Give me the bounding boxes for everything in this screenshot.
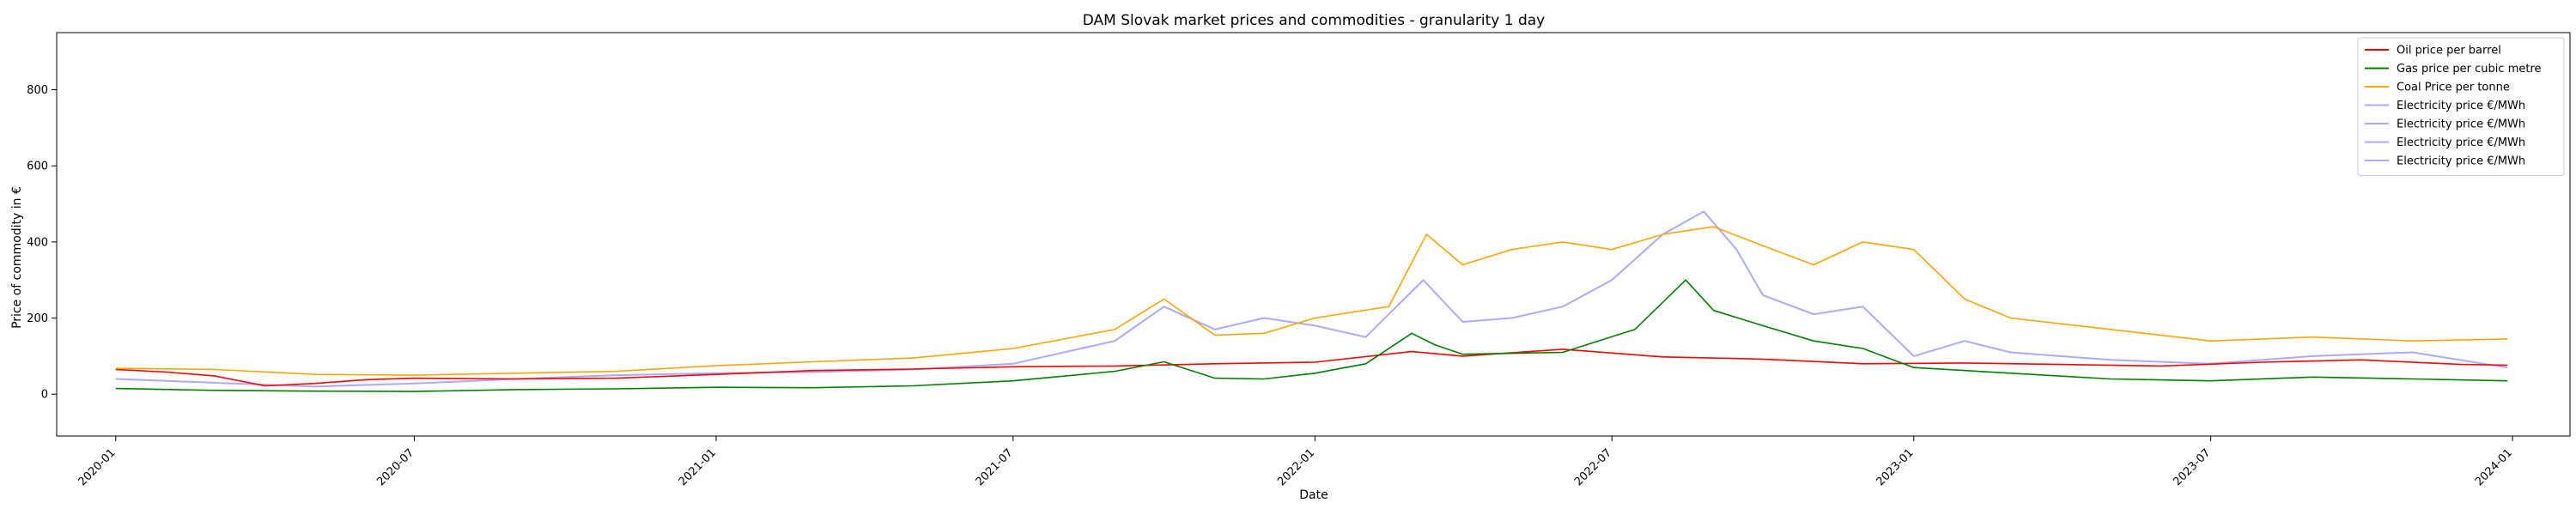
plot-frame xyxy=(56,32,2571,437)
series-line-2 xyxy=(115,226,2508,376)
legend-entry-4: Electricity price €/MWh xyxy=(2397,118,2525,131)
legend-entry-2: Coal Price per tonne xyxy=(2397,82,2510,94)
legend-entry-3: Electricity price €/MWh xyxy=(2397,100,2525,112)
legend-entry-0: Oil price per barrel xyxy=(2397,45,2501,58)
y-tick-label-2: 400 xyxy=(27,236,48,249)
x-tick-label-8: 2024-01 xyxy=(2473,446,2515,488)
x-tick-label-6: 2023-01 xyxy=(1874,446,1917,488)
y-tick-label-3: 600 xyxy=(27,161,48,173)
x-tick-label-3: 2021-07 xyxy=(974,446,1016,488)
x-tick-label-7: 2023-07 xyxy=(2171,446,2213,488)
y-axis-label: Price of commodity in € xyxy=(10,186,24,329)
series-line-1 xyxy=(115,279,2508,392)
chart-title: DAM Slovak market prices and commodities… xyxy=(1083,12,1545,29)
y-tick-label-0: 0 xyxy=(41,389,48,402)
series-line-0 xyxy=(115,348,2508,387)
y-axis: 0 200 400 600 800 xyxy=(27,84,57,402)
series-line-3 xyxy=(115,210,2508,388)
x-tick-label-2: 2021-01 xyxy=(677,446,719,488)
x-tick-label-0: 2020-01 xyxy=(76,446,118,488)
legend: Oil price per barrel Gas price per cubic … xyxy=(2357,37,2565,176)
x-tick-label-5: 2022-07 xyxy=(1572,446,1614,488)
legend-entry-6: Electricity price €/MWh xyxy=(2397,155,2525,168)
x-axis-label: Date xyxy=(1299,488,1327,502)
legend-entry-5: Electricity price €/MWh xyxy=(2397,136,2525,149)
legend-entry-1: Gas price per cubic metre xyxy=(2397,63,2542,76)
plot-area xyxy=(115,210,2508,392)
legend-box xyxy=(2357,37,2565,176)
y-tick-label-4: 800 xyxy=(27,84,48,97)
x-axis: 2020-01 2020-07 2021-01 2021-07 2022-01 2022-… xyxy=(76,436,2515,488)
x-tick-label-4: 2022-01 xyxy=(1275,446,1317,488)
y-tick-label-1: 200 xyxy=(27,312,48,325)
x-tick-label-1: 2020-07 xyxy=(374,446,416,488)
